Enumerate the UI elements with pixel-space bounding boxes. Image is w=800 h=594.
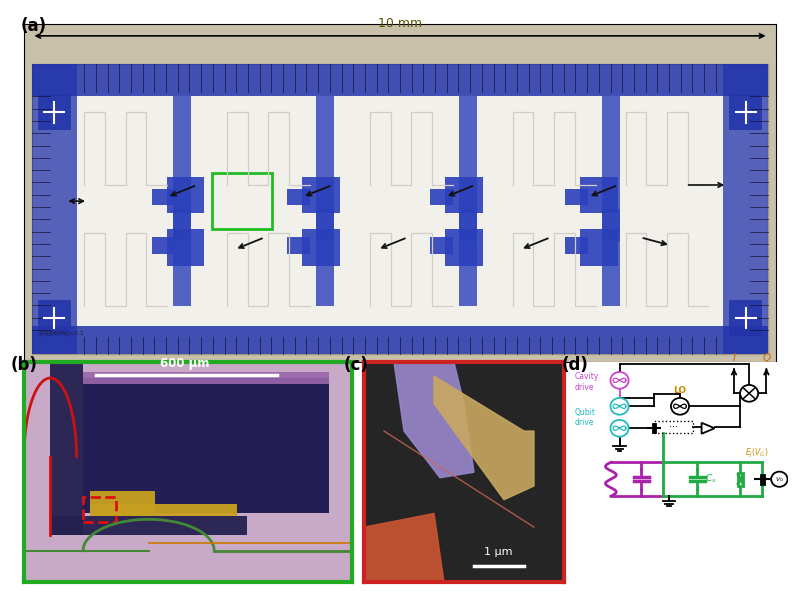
Bar <box>31 64 77 354</box>
Bar <box>723 64 769 354</box>
Bar <box>458 96 477 241</box>
Bar <box>654 421 693 433</box>
Bar <box>173 209 191 306</box>
Circle shape <box>610 372 629 388</box>
Circle shape <box>610 420 629 437</box>
Bar <box>152 238 174 254</box>
Polygon shape <box>434 376 534 500</box>
Bar <box>730 94 762 130</box>
Bar <box>430 189 453 205</box>
Text: $E_J(V_G)$: $E_J(V_G)$ <box>745 447 768 460</box>
Bar <box>730 301 762 336</box>
Polygon shape <box>364 513 444 582</box>
Bar <box>302 229 340 266</box>
Text: LO: LO <box>674 386 686 396</box>
Bar <box>445 177 482 213</box>
Bar <box>316 96 334 241</box>
Bar <box>90 491 155 516</box>
Bar <box>430 238 453 254</box>
Bar <box>458 209 477 306</box>
Bar <box>31 326 769 354</box>
Bar <box>152 189 174 205</box>
Circle shape <box>771 472 787 487</box>
Bar <box>38 94 70 130</box>
Bar <box>581 177 618 213</box>
Bar <box>445 229 482 266</box>
Circle shape <box>740 385 758 402</box>
Bar <box>602 209 619 306</box>
Text: Q: Q <box>762 353 770 364</box>
Bar <box>31 64 769 354</box>
Text: 600 μm: 600 μm <box>160 357 210 370</box>
Bar <box>173 96 191 241</box>
Bar <box>212 173 272 229</box>
Circle shape <box>671 398 689 415</box>
Bar <box>287 238 310 254</box>
Text: 1 μm: 1 μm <box>484 548 512 557</box>
Text: $C_s$: $C_s$ <box>705 473 716 485</box>
Bar <box>566 238 588 254</box>
Text: (b): (b) <box>11 356 38 374</box>
Text: Qubit
drive: Qubit drive <box>574 407 595 427</box>
Polygon shape <box>394 362 474 478</box>
Text: 10 mm: 10 mm <box>378 17 422 30</box>
Text: $V_G$: $V_G$ <box>774 475 784 484</box>
Bar <box>38 301 70 336</box>
Text: I: I <box>733 353 735 364</box>
Text: ···: ··· <box>669 422 678 432</box>
Bar <box>50 516 247 535</box>
Bar <box>287 189 310 205</box>
Text: (c): (c) <box>344 356 369 374</box>
Bar <box>83 372 329 384</box>
Bar <box>31 64 769 96</box>
Bar <box>83 378 329 513</box>
Bar <box>302 177 340 213</box>
Bar <box>167 229 205 266</box>
Bar <box>738 473 743 486</box>
Bar <box>316 209 334 306</box>
Text: |O)(MON| v3.1: |O)(MON| v3.1 <box>39 330 84 336</box>
Bar <box>83 497 116 523</box>
Bar <box>50 362 83 535</box>
Bar <box>602 96 619 241</box>
Text: (d): (d) <box>562 356 588 374</box>
Bar <box>90 504 237 516</box>
Bar <box>581 229 618 266</box>
Circle shape <box>610 398 629 415</box>
Text: (a): (a) <box>20 17 46 35</box>
Bar <box>167 177 205 213</box>
Bar <box>566 189 588 205</box>
Text: Cavity
drive: Cavity drive <box>574 372 598 391</box>
Polygon shape <box>702 423 714 434</box>
